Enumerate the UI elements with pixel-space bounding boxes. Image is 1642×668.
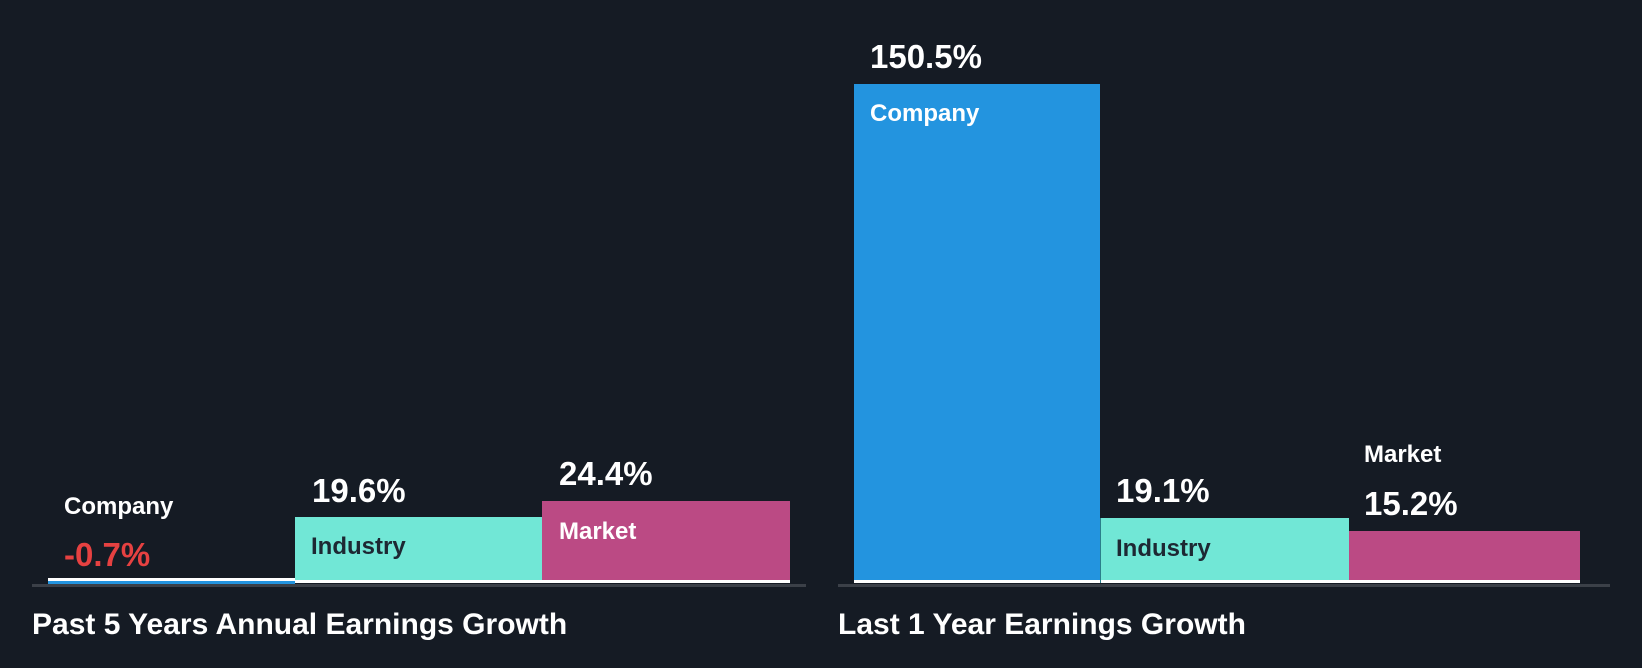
last-1-year-chart: Company 150.5% Industry 19.1% Market 15.… — [820, 0, 1642, 668]
market-bar-baseline — [1349, 580, 1580, 583]
company-bar — [48, 581, 295, 585]
market-bar-baseline — [542, 580, 790, 583]
chart-title: Last 1 Year Earnings Growth — [838, 608, 1246, 641]
chart-title: Past 5 Years Annual Earnings Growth — [32, 608, 568, 641]
industry-bar — [1100, 518, 1349, 583]
industry-label: Industry — [311, 533, 406, 560]
industry-bar — [295, 517, 542, 583]
company-bar — [854, 84, 1100, 583]
industry-value: 19.1% — [1116, 472, 1210, 509]
industry-value: 19.6% — [312, 472, 406, 509]
x-axis — [32, 584, 806, 587]
past-5-years-chart: Company -0.7% Industry 19.6% Market 24.4… — [0, 0, 820, 668]
industry-bar-baseline — [1101, 580, 1349, 583]
market-label: Market — [1364, 441, 1442, 468]
company-bar-baseline — [48, 578, 295, 581]
industry-label: Industry — [1116, 535, 1211, 562]
company-value: -0.7% — [64, 536, 151, 573]
market-bar — [542, 501, 790, 583]
company-label: Company — [870, 100, 980, 127]
market-value: 15.2% — [1364, 485, 1458, 522]
company-label: Company — [64, 493, 174, 520]
market-value: 24.4% — [559, 455, 653, 492]
company-value: 150.5% — [870, 38, 982, 75]
market-label: Market — [559, 518, 637, 545]
company-bar-baseline — [854, 580, 1100, 583]
market-bar — [1349, 531, 1580, 583]
industry-bar-baseline — [295, 580, 542, 583]
x-axis — [838, 584, 1610, 587]
